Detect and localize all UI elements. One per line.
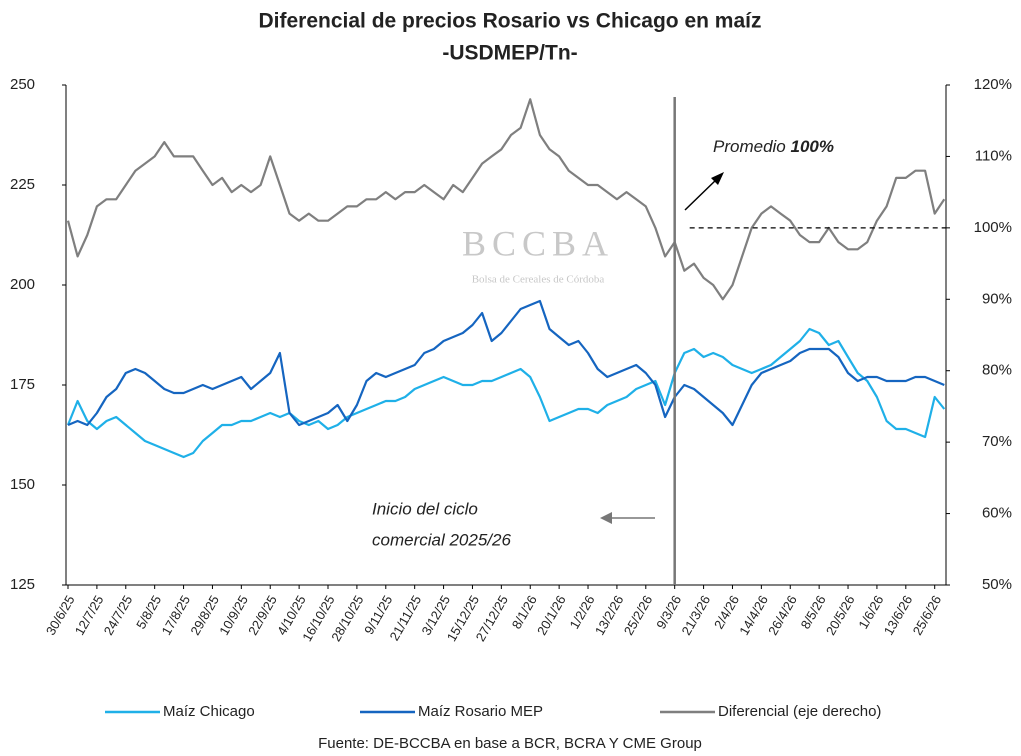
x-tick-label: 26/4/26 (765, 593, 800, 638)
y-tick-label: 125 (10, 576, 35, 593)
x-tick-label: 25/2/26 (621, 593, 656, 638)
y-tick-label: 200 (10, 276, 35, 293)
series-line (67, 299, 945, 427)
annotation-text: Promedio (713, 137, 786, 156)
chart-subtitle: -USDMEP/Tn- (442, 42, 577, 65)
y2-tick-label: 70% (982, 433, 1012, 450)
x-tick-label: 2/4/26 (711, 593, 742, 632)
arrow-head (600, 512, 612, 524)
x-tick-label: 21/3/26 (678, 593, 713, 638)
y-tick-label: 150 (10, 476, 35, 493)
x-tick-label: 25/6/26 (910, 593, 945, 638)
arrow (684, 177, 719, 211)
legend-label: Maíz Rosario MEP (418, 703, 543, 720)
y2-tick-label: 90% (982, 290, 1012, 307)
series-line (66, 327, 946, 459)
annotation: Inicio del ciclo (372, 499, 478, 518)
y2-tick-label: 50% (982, 576, 1012, 593)
legend-label: Maíz Chicago (163, 703, 255, 720)
y2-tick-label: 80% (982, 362, 1012, 379)
watermark: BCCBA (462, 223, 614, 263)
y2-tick-label: 110% (975, 147, 1012, 164)
y-tick-label: 250 (10, 76, 35, 93)
y2-tick-label: 120% (974, 76, 1012, 93)
y-tick-label: 225 (10, 176, 35, 193)
x-tick-label: 1/6/26 (855, 593, 886, 632)
y-tick-label: 175 (10, 376, 35, 393)
x-tick-label: 24/7/25 (101, 593, 136, 638)
x-tick-label: 20/5/26 (823, 593, 858, 638)
chart-title: Diferencial de precios Rosario vs Chicag… (258, 10, 761, 33)
arrow-head (711, 172, 724, 185)
series-line (66, 98, 946, 301)
annotation: Promedio 100% (713, 137, 834, 156)
x-tick-label: 8/5/26 (798, 593, 829, 632)
annotation: comercial 2025/26 (372, 530, 511, 549)
x-tick-label: 8/1/26 (509, 593, 540, 632)
y2-tick-label: 60% (982, 505, 1012, 522)
x-tick-label: 5/8/25 (133, 593, 164, 632)
x-tick-label: 9/3/26 (653, 593, 684, 632)
y2-tick-label: 100% (974, 219, 1012, 236)
source: Fuente: DE-BCCBA en base a BCR, BCRA Y C… (318, 735, 702, 752)
x-tick-label: 20/1/26 (534, 593, 569, 638)
legend-label: Diferencial (eje derecho) (718, 703, 881, 720)
watermark-subtitle: Bolsa de Cereales de Córdoba (472, 274, 605, 286)
annotation-value: 100% (791, 137, 834, 156)
x-tick-label: 1/2/26 (567, 593, 598, 632)
